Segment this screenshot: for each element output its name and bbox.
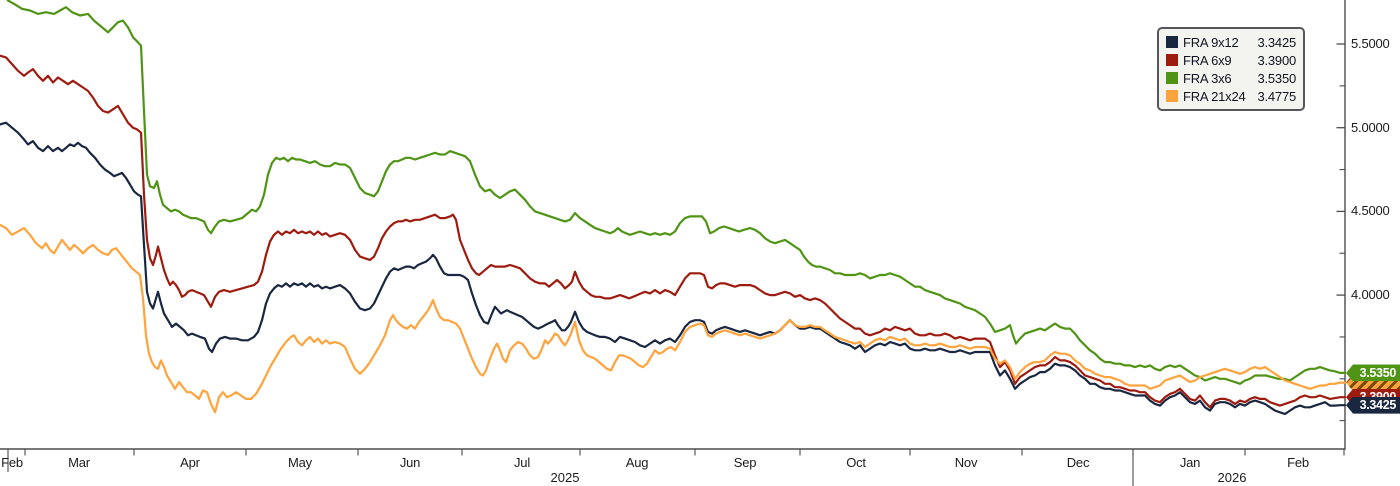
x-axis-month-label: Nov — [954, 455, 978, 470]
legend-row-fra-9x12[interactable]: FRA 9x12 3.3425 — [1166, 33, 1296, 51]
x-axis-month-label: Aug — [625, 455, 649, 470]
x-axis-month-label: Feb — [1, 455, 23, 470]
legend-series-name: FRA 21x24 — [1183, 88, 1246, 104]
legend-series-value: 3.3900 — [1257, 52, 1296, 68]
legend-row-fra-21x24[interactable]: FRA 21x24 3.4775 — [1166, 87, 1296, 105]
series-line-fra-6x9 — [0, 54, 1347, 409]
x-axis-month-label: Oct — [846, 455, 866, 470]
legend-series-name: FRA 9x12 — [1183, 34, 1239, 50]
price-badge-green: 3.5350 — [1346, 364, 1400, 382]
x-axis-month-label: Sep — [733, 455, 757, 470]
y-axis-label-4-5000: 4.5000 — [1351, 203, 1390, 219]
y-axis-label-5-0000: 5.0000 — [1351, 119, 1390, 135]
legend-series-name: FRA 6x9 — [1183, 52, 1232, 68]
legend-swatch-red — [1166, 54, 1178, 66]
x-axis-month-label: Jan — [1179, 455, 1201, 470]
x-axis-month-label: Dec — [1066, 455, 1090, 470]
x-axis-month-label: Apr — [180, 455, 200, 470]
legend-series-value: 3.5350 — [1257, 70, 1296, 86]
series-line-fra-21x24 — [0, 223, 1347, 414]
legend-series-value: 3.3425 — [1257, 34, 1296, 50]
legend-row-fra-3x6[interactable]: FRA 3x6 3.5350 — [1166, 69, 1296, 87]
y-axis-label-4-0000: 4.0000 — [1351, 287, 1390, 303]
x-axis-month-label: Jun — [399, 455, 421, 470]
x-axis-month-label: Feb — [1287, 455, 1309, 470]
series-line-fra-9x12 — [0, 121, 1347, 416]
legend-row-fra-6x9[interactable]: FRA 6x9 3.3900 — [1166, 51, 1296, 69]
legend-swatch-orange — [1166, 90, 1178, 102]
legend-series-value: 3.4775 — [1257, 88, 1296, 104]
y-axis-label-5-5000: 5.5000 — [1351, 36, 1390, 51]
legend-series-name: FRA 3x6 — [1183, 70, 1232, 86]
legend: FRA 9x12 3.3425 FRA 6x9 3.3900 FRA 3x6 3… — [1157, 27, 1305, 111]
x-axis-month-label: May — [288, 455, 312, 470]
x-axis-month-label: Mar — [68, 455, 90, 470]
x-axis-month-label: Jul — [513, 455, 531, 470]
x-axis-year-label: 2026 — [1217, 470, 1247, 485]
price-badge-navy: 3.3425 — [1346, 396, 1400, 414]
x-axis-year-label: 2025 — [550, 470, 580, 485]
legend-swatch-navy — [1166, 36, 1178, 48]
legend-swatch-green — [1166, 72, 1178, 84]
series-line-fra-3x6 — [6, 0, 1347, 385]
